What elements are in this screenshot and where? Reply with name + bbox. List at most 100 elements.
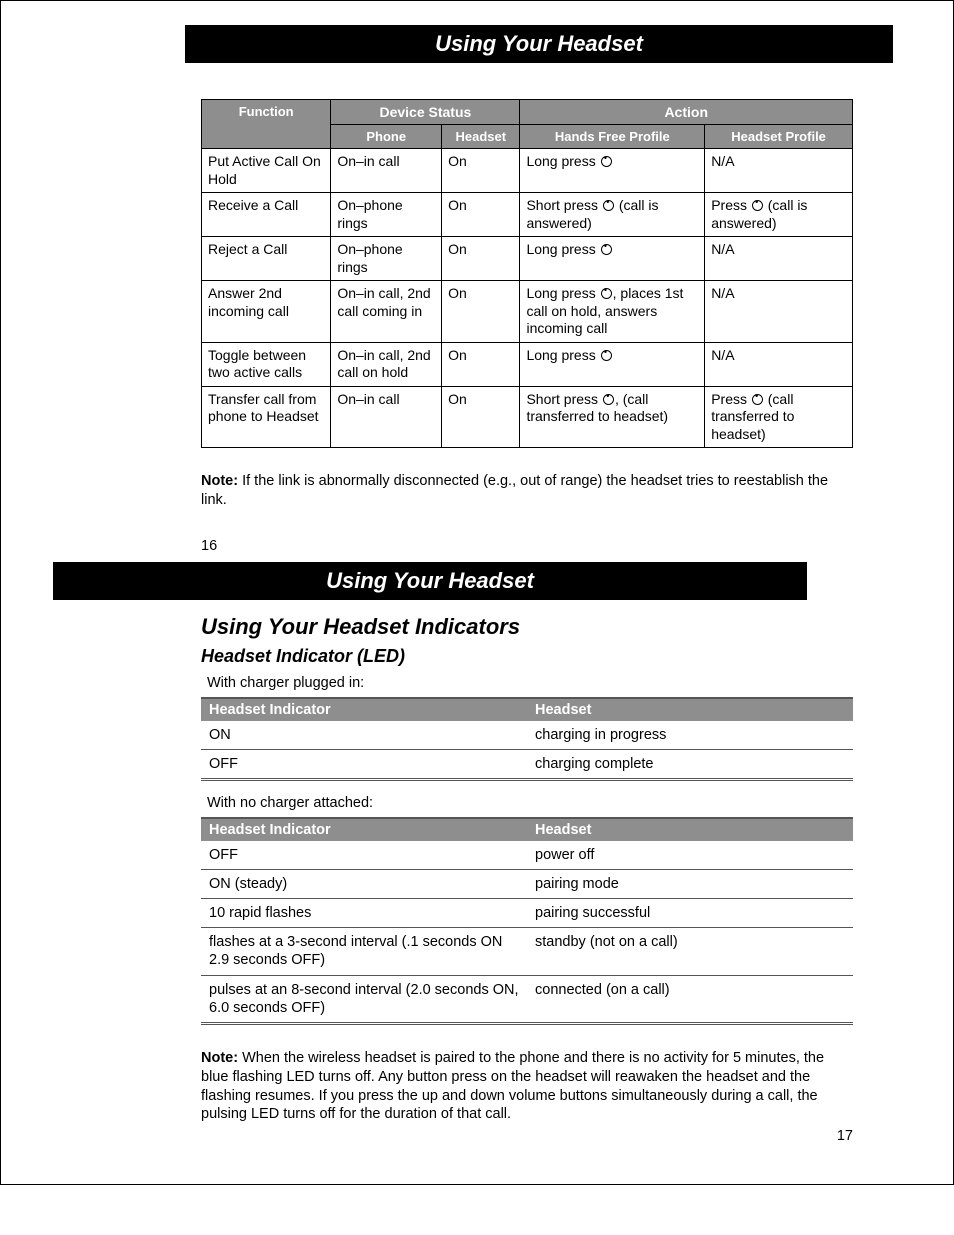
- cell-headset: On: [442, 342, 520, 386]
- cell-state: power off: [527, 841, 853, 870]
- cell-state: charging complete: [527, 749, 853, 779]
- cell-state: connected (on a call): [527, 975, 853, 1023]
- table-header-row: Headset Indicator Headset: [201, 698, 853, 721]
- cell-hfp: Short press (call is answered): [520, 193, 705, 237]
- cell-phone: On–phone rings: [331, 237, 442, 281]
- cell-state: standby (not on a call): [527, 928, 853, 975]
- th-headset-state: Headset: [527, 818, 853, 841]
- call-button-icon: [752, 394, 763, 405]
- cell-phone: On–in call, 2nd call on hold: [331, 342, 442, 386]
- table-row: ONcharging in progress: [201, 721, 853, 750]
- cell-indicator: pulses at an 8-second interval (2.0 seco…: [201, 975, 527, 1023]
- call-button-icon: [601, 156, 612, 167]
- note-text: If the link is abnormally disconnected (…: [201, 473, 828, 508]
- call-button-icon: [601, 244, 612, 255]
- page2-header: Using Your Headset: [53, 562, 807, 600]
- th-headset: Headset: [442, 125, 520, 149]
- page1-header: Using Your Headset: [185, 25, 893, 63]
- th-hfp: Hands Free Profile: [520, 125, 705, 149]
- cell-state: pairing successful: [527, 899, 853, 928]
- table-row: 10 rapid flashespairing successful: [201, 899, 853, 928]
- cell-indicator: OFF: [201, 841, 527, 870]
- page1-header-wrap: Using Your Headset: [61, 25, 893, 63]
- note-label: Note:: [201, 473, 238, 489]
- cell-hfp: Short press , (call transferred to heads…: [520, 386, 705, 448]
- cell-phone: On–phone rings: [331, 193, 442, 237]
- table-row: Put Active Call On HoldOn–in callOnLong …: [202, 149, 853, 193]
- th-headset-state: Headset: [527, 698, 853, 721]
- cell-hp: N/A: [705, 149, 853, 193]
- page2-section: Using Your Headset Using Your Headset In…: [61, 562, 893, 1145]
- cell-hfp: Long press: [520, 342, 705, 386]
- subsection-title: Headset Indicator (LED): [201, 646, 853, 667]
- cell-function: Toggle between two active calls: [202, 342, 331, 386]
- indicator-table-no-charger: Headset Indicator Headset OFFpower offON…: [201, 817, 853, 1025]
- table-row: OFFcharging complete: [201, 749, 853, 779]
- cell-hp: N/A: [705, 237, 853, 281]
- th-function: Function: [202, 100, 331, 149]
- page-number-16: 16: [201, 538, 853, 554]
- page-number-17: 17: [201, 1128, 853, 1144]
- table-row: Receive a CallOn–phone ringsOnShort pres…: [202, 193, 853, 237]
- function-table: Function Device Status Action Phone Head…: [201, 99, 853, 448]
- note-text: When the wireless headset is paired to t…: [201, 1050, 824, 1123]
- th-phone: Phone: [331, 125, 442, 149]
- indicator-table-charger: Headset Indicator Headset ONcharging in …: [201, 697, 853, 781]
- table-row: ON (steady)pairing mode: [201, 870, 853, 899]
- call-button-icon: [601, 350, 612, 361]
- cell-function: Transfer call from phone to Headset: [202, 386, 331, 448]
- intro-no-charger: With no charger attached:: [207, 795, 853, 811]
- page1-content: Function Device Status Action Phone Head…: [201, 99, 853, 554]
- th-indicator: Headset Indicator: [201, 818, 527, 841]
- table-row: Reject a CallOn–phone ringsOnLong press …: [202, 237, 853, 281]
- note-label: Note:: [201, 1050, 238, 1066]
- cell-indicator: ON (steady): [201, 870, 527, 899]
- cell-phone: On–in call, 2nd call coming in: [331, 281, 442, 343]
- cell-function: Receive a Call: [202, 193, 331, 237]
- cell-hfp: Long press: [520, 149, 705, 193]
- cell-headset: On: [442, 193, 520, 237]
- cell-indicator: ON: [201, 721, 527, 750]
- table-row: flashes at a 3-second interval (.1 secon…: [201, 928, 853, 975]
- cell-hfp: Long press: [520, 237, 705, 281]
- cell-headset: On: [442, 237, 520, 281]
- call-button-icon: [601, 288, 612, 299]
- cell-headset: On: [442, 281, 520, 343]
- cell-indicator: OFF: [201, 749, 527, 779]
- cell-hp: Press (call transferred to headset): [705, 386, 853, 448]
- th-device-status: Device Status: [331, 100, 520, 125]
- page1-note: Note: If the link is abnormally disconne…: [201, 472, 853, 510]
- th-hp: Headset Profile: [705, 125, 853, 149]
- table-row: pulses at an 8-second interval (2.0 seco…: [201, 975, 853, 1023]
- cell-hfp: Long press , places 1st call on hold, an…: [520, 281, 705, 343]
- table-header-row: Headset Indicator Headset: [201, 818, 853, 841]
- call-button-icon: [603, 394, 614, 405]
- table-row: Transfer call from phone to HeadsetOn–in…: [202, 386, 853, 448]
- th-action: Action: [520, 100, 853, 125]
- page2-content: Using Your Headset Indicators Headset In…: [201, 614, 853, 1145]
- cell-headset: On: [442, 149, 520, 193]
- cell-indicator: flashes at a 3-second interval (.1 secon…: [201, 928, 527, 975]
- table-row: Answer 2nd incoming callOn–in call, 2nd …: [202, 281, 853, 343]
- page-container: Using Your Headset Function Device Statu…: [0, 0, 954, 1185]
- cell-headset: On: [442, 386, 520, 448]
- table-row: Toggle between two active callsOn–in cal…: [202, 342, 853, 386]
- section-title: Using Your Headset Indicators: [201, 614, 853, 640]
- cell-indicator: 10 rapid flashes: [201, 899, 527, 928]
- th-indicator: Headset Indicator: [201, 698, 527, 721]
- call-button-icon: [603, 200, 614, 211]
- cell-phone: On–in call: [331, 386, 442, 448]
- page2-note: Note: When the wireless headset is paire…: [201, 1049, 853, 1124]
- table-row: OFFpower off: [201, 841, 853, 870]
- cell-hp: N/A: [705, 342, 853, 386]
- cell-state: charging in progress: [527, 721, 853, 750]
- call-button-icon: [752, 200, 763, 211]
- cell-function: Reject a Call: [202, 237, 331, 281]
- cell-function: Put Active Call On Hold: [202, 149, 331, 193]
- cell-function: Answer 2nd incoming call: [202, 281, 331, 343]
- table-header-row1: Function Device Status Action: [202, 100, 853, 125]
- cell-phone: On–in call: [331, 149, 442, 193]
- cell-hp: N/A: [705, 281, 853, 343]
- cell-state: pairing mode: [527, 870, 853, 899]
- intro-charger: With charger plugged in:: [207, 675, 853, 691]
